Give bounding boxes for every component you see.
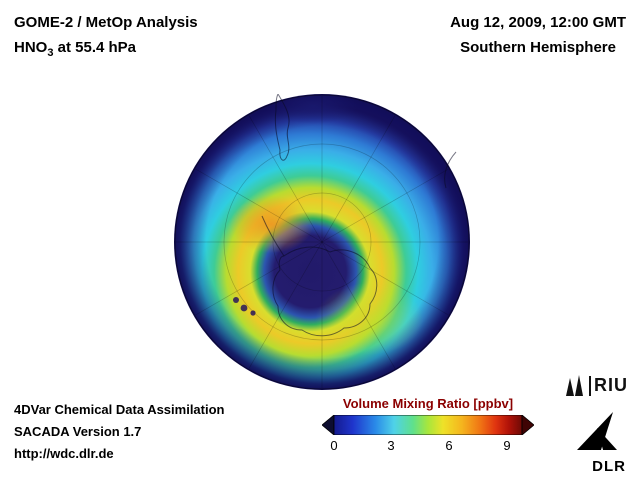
species-level-line: HNO3 at 55.4 hPa	[14, 35, 198, 66]
riu-label: RIU	[594, 375, 628, 395]
assimilation-label: 4DVar Chemical Data Assimilation	[14, 402, 225, 417]
version-label: SACADA Version 1.7	[14, 424, 142, 439]
colorbar-title: Volume Mixing Ratio [ppbv]	[342, 396, 514, 411]
header-right: Aug 12, 2009, 12:00 GMT Southern Hemisph…	[450, 10, 626, 60]
coastlines	[261, 94, 457, 337]
header-left: GOME-2 / MetOp Analysis HNO3 at 55.4 hPa	[14, 10, 198, 66]
colorbar-underflow-arrow-icon	[322, 415, 335, 435]
colorbar-tick-labels: 0 3 6 9	[322, 438, 534, 454]
dlr-label: DLR	[592, 458, 626, 475]
riu-logo: RIU	[564, 374, 628, 396]
colorbar-tick-0: 0	[330, 438, 338, 453]
colorbar-ramp	[333, 415, 523, 435]
hemisphere-label: Southern Hemisphere	[460, 39, 616, 56]
dlr-emblem-icon	[577, 412, 617, 450]
colorbar-tick-9: 9	[503, 438, 511, 453]
hemisphere-heatmap	[174, 94, 470, 390]
analysis-title: GOME-2 / MetOp Analysis	[14, 14, 198, 31]
species-subscript: 3	[47, 47, 54, 59]
map-overlay	[174, 94, 470, 390]
wdc-url: http://wdc.dlr.de	[14, 446, 114, 461]
riu-divider	[589, 376, 591, 396]
colorbar-gradient	[322, 415, 534, 435]
colorbar-tick-3: 3	[387, 438, 395, 453]
latlon-grid	[176, 96, 468, 388]
map-rim	[174, 94, 470, 390]
analysis-datetime: Aug 12, 2009, 12:00 GMT	[450, 14, 626, 31]
dlr-logo: DLR	[568, 410, 626, 475]
species-label: HNO	[14, 39, 48, 56]
data-speckles	[233, 297, 256, 316]
pressure-level-label: at 55.4 hPa	[53, 39, 137, 56]
colorbar-tick-6: 6	[445, 438, 453, 453]
colorbar: Volume Mixing Ratio [ppbv]	[322, 396, 534, 454]
credits-block: 4DVar Chemical Data Assimilation SACADA …	[14, 399, 225, 465]
riu-cathedral-icon	[566, 375, 583, 396]
colorbar-overflow-arrow-icon	[521, 415, 534, 435]
